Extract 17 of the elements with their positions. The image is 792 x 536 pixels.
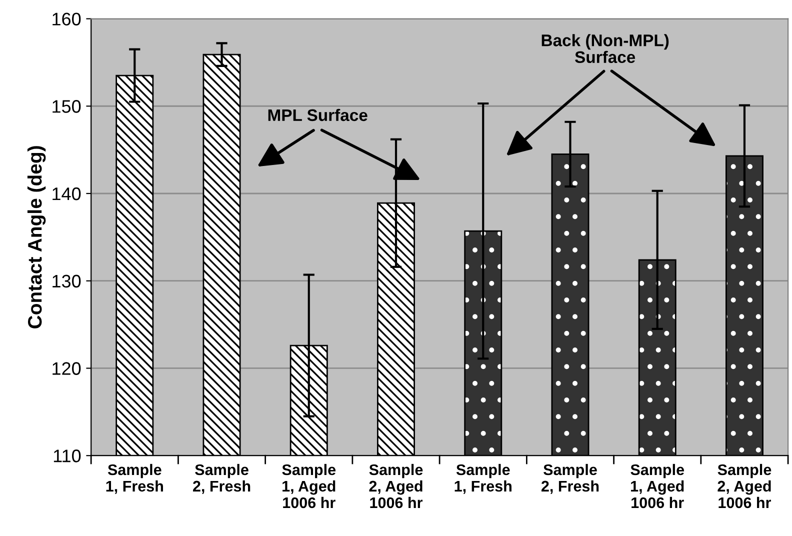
y-tick-label: 140 [52,187,81,200]
y-tick-label: 150 [52,100,81,113]
y-tick-label: 130 [52,274,81,288]
annotation: MPL Surface [268,108,368,122]
y-tick-label: 160 [52,12,81,26]
x-tick-label: Sample 2, Fresh [541,464,599,494]
y-tick-label: 120 [52,362,81,375]
x-tick-label: Sample 2, Aged 1006 hr [718,464,772,508]
x-tick-label: Sample 1, Aged 1006 hr [282,464,336,508]
y-tick-label: 110 [54,450,81,462]
x-tick-label: Sample 1, Fresh [454,464,512,494]
y-axis-title: Contact Angle (deg) [27,146,46,328]
x-tick-label: Sample 1, Fresh [106,464,163,494]
x-tick-label: Sample 2, Aged 1006 hr [369,464,423,508]
annotation: Back (Non-MPL) Surface [542,34,669,64]
x-tick-label: Sample 2, Fresh [192,464,250,494]
x-tick-label: Sample 1, Aged 1006 hr [630,464,684,508]
